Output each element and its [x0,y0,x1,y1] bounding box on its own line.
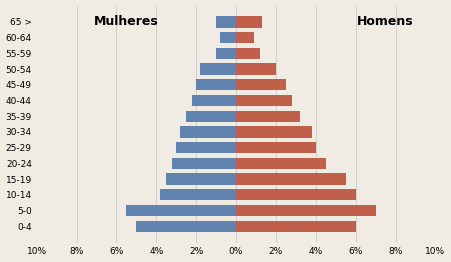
Bar [236,95,292,106]
Bar [236,16,262,28]
Bar [126,205,236,216]
Bar [236,205,376,216]
Bar [236,48,260,59]
Bar [236,142,316,153]
Bar [216,48,236,59]
Bar [236,221,356,232]
Text: Mulheres: Mulheres [94,15,159,29]
Bar [236,79,286,90]
Bar [236,126,312,138]
Bar [176,142,236,153]
Bar [236,32,254,43]
Bar [136,221,236,232]
Bar [180,126,236,138]
Bar [166,173,236,185]
Bar [216,16,236,28]
Bar [196,79,236,90]
Bar [200,63,236,75]
Bar [236,63,276,75]
Bar [220,32,236,43]
Bar [236,189,356,200]
Bar [160,189,236,200]
Text: Homens: Homens [357,15,414,29]
Bar [172,158,236,169]
Bar [192,95,236,106]
Bar [236,158,326,169]
Bar [186,111,236,122]
Bar [236,111,300,122]
Bar [236,173,345,185]
